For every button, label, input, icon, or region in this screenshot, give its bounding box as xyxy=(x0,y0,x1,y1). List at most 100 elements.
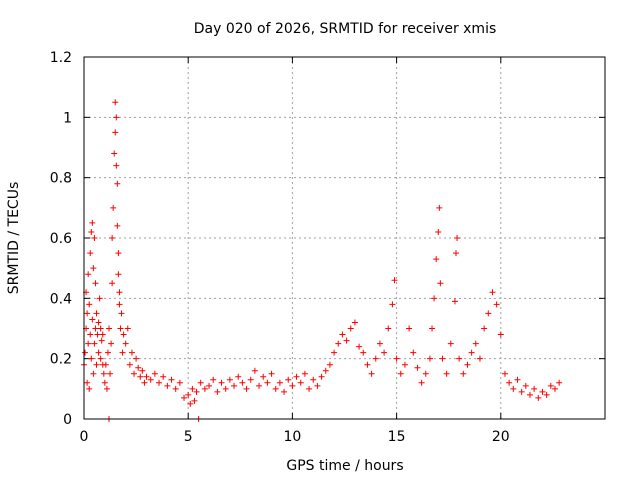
data-point xyxy=(514,376,521,383)
data-point xyxy=(107,370,114,377)
data-point xyxy=(101,379,108,386)
data-point xyxy=(393,355,400,362)
data-point xyxy=(218,379,225,386)
data-point xyxy=(510,385,517,392)
data-point xyxy=(116,301,123,308)
data-point xyxy=(418,379,425,386)
data-point xyxy=(343,337,350,344)
y-tick-label: 0.4 xyxy=(50,291,72,307)
data-point xyxy=(143,373,150,380)
data-point xyxy=(193,388,200,395)
data-point xyxy=(139,367,146,374)
data-point xyxy=(306,385,313,392)
data-point xyxy=(82,349,89,356)
data-point xyxy=(113,162,120,169)
data-point xyxy=(206,382,213,389)
data-point xyxy=(185,391,192,398)
data-point xyxy=(102,361,109,368)
data-point xyxy=(439,355,446,362)
data-point xyxy=(90,370,97,377)
data-point xyxy=(347,325,354,332)
data-point xyxy=(389,301,396,308)
data-point xyxy=(556,379,563,386)
data-point xyxy=(364,361,371,368)
data-point xyxy=(335,340,342,347)
data-point xyxy=(126,361,133,368)
data-point xyxy=(187,400,194,407)
data-point xyxy=(381,349,388,356)
data-point xyxy=(437,280,444,287)
y-axis-label: SRMTID / TECUs xyxy=(6,182,22,295)
data-point xyxy=(376,340,383,347)
data-point xyxy=(429,325,436,332)
data-point xyxy=(472,340,479,347)
data-point xyxy=(264,379,271,386)
data-point xyxy=(124,325,131,332)
data-point xyxy=(297,379,304,386)
data-point xyxy=(113,114,120,121)
data-point xyxy=(108,340,115,347)
data-point xyxy=(86,301,93,308)
data-point xyxy=(85,340,92,347)
data-point xyxy=(147,376,154,383)
data-point xyxy=(117,325,124,332)
data-point xyxy=(110,204,117,211)
data-point xyxy=(481,325,488,332)
data-point xyxy=(97,325,104,332)
data-point xyxy=(156,379,163,386)
data-point xyxy=(451,298,458,305)
x-axis-label: GPS time / hours xyxy=(286,458,403,474)
data-point xyxy=(433,256,440,263)
data-point xyxy=(131,370,138,377)
data-point xyxy=(176,379,183,386)
y-tick-label: 0.8 xyxy=(50,171,72,187)
data-point xyxy=(98,337,105,344)
data-point xyxy=(318,373,325,380)
data-point xyxy=(115,271,122,278)
data-point xyxy=(322,367,329,374)
data-point xyxy=(526,391,533,398)
data-point xyxy=(116,289,123,296)
data-point xyxy=(112,129,119,136)
axis-ticks: 0 5 10 15 20 0 0.2 0.4 0.6 0.8 1 1.2 xyxy=(50,50,605,445)
data-point xyxy=(256,382,263,389)
data-point xyxy=(137,373,144,380)
data-point xyxy=(368,370,375,377)
data-point xyxy=(99,331,106,338)
data-point xyxy=(226,376,233,383)
data-point xyxy=(235,373,242,380)
data-point xyxy=(268,370,275,377)
data-point xyxy=(96,295,103,302)
data-point xyxy=(109,280,116,287)
data-point xyxy=(103,385,110,392)
data-point xyxy=(97,355,104,362)
data-point xyxy=(454,235,461,241)
data-point xyxy=(92,325,99,332)
data-point xyxy=(506,379,513,386)
data-point xyxy=(464,361,471,368)
data-point xyxy=(397,370,404,377)
plot-frame xyxy=(83,56,606,420)
data-point xyxy=(86,385,93,392)
data-point xyxy=(289,382,296,389)
data-point xyxy=(95,349,102,356)
data-point xyxy=(114,222,121,229)
data-point xyxy=(331,349,338,356)
data-point xyxy=(518,388,525,395)
data-point xyxy=(414,364,421,371)
data-point xyxy=(351,319,358,326)
data-point xyxy=(222,385,229,392)
data-point xyxy=(88,228,95,235)
chart-title: Day 020 of 2026, SRMTID for receiver xmi… xyxy=(194,21,497,37)
data-point xyxy=(251,367,258,374)
data-point xyxy=(522,382,529,389)
x-tick-label: 20 xyxy=(492,429,510,445)
data-point xyxy=(431,295,438,302)
data-point xyxy=(293,373,300,380)
data-point xyxy=(385,325,392,332)
data-point xyxy=(90,265,97,272)
data-point xyxy=(112,99,119,106)
data-point xyxy=(164,382,171,389)
y-tick-label: 0.2 xyxy=(50,352,72,368)
data-point xyxy=(84,310,91,317)
